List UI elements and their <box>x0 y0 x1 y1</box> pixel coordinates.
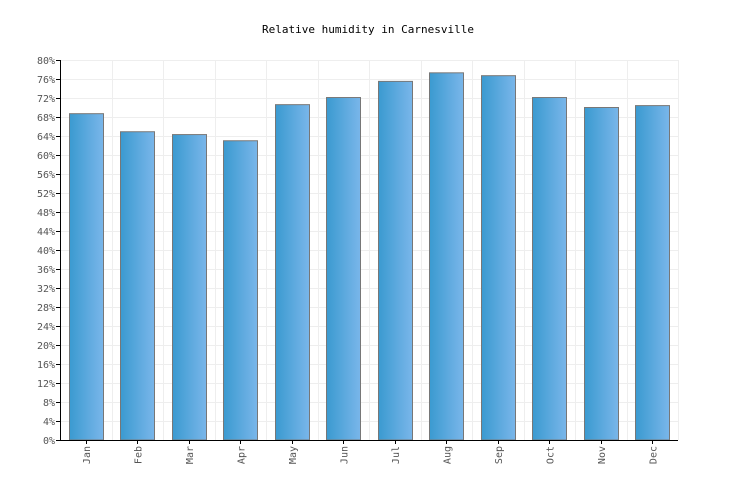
bar-jun <box>326 97 361 441</box>
y-tick-label: 64% <box>37 132 55 143</box>
y-tick-label: 28% <box>37 303 55 314</box>
y-tick-label: 8% <box>43 398 55 409</box>
y-tick-label: 32% <box>37 284 55 295</box>
bar-apr <box>223 140 258 441</box>
bar-oct <box>532 97 567 441</box>
bar-dec <box>635 105 670 441</box>
y-tick-label: 52% <box>37 189 55 200</box>
bar-feb <box>120 131 155 441</box>
y-tick-label: 4% <box>43 417 55 428</box>
bar-mar <box>172 134 207 441</box>
bar-sep <box>481 75 516 441</box>
y-tick-label: 56% <box>37 170 55 181</box>
y-tick-label: 48% <box>37 208 55 219</box>
x-tick-label: Jul <box>391 446 402 464</box>
bar-aug <box>429 72 464 441</box>
chart-title: Relative humidity in Carnesville <box>262 23 474 36</box>
y-tick-label: 80% <box>37 56 55 67</box>
x-tick-label: Jan <box>82 446 93 464</box>
y-tick-label: 36% <box>37 265 55 276</box>
bar-jan <box>69 113 104 441</box>
bar-may <box>275 104 310 441</box>
y-tick-label: 76% <box>37 75 55 86</box>
x-tick-label: Oct <box>545 446 556 464</box>
x-tick-label: Apr <box>236 446 247 464</box>
x-tick-label: Sep <box>494 446 505 464</box>
y-tick-label: 40% <box>37 246 55 257</box>
y-tick-label: 60% <box>37 151 55 162</box>
x-tick-label: Nov <box>597 446 608 464</box>
x-tick-label: Feb <box>133 446 144 464</box>
y-tick-label: 72% <box>37 94 55 105</box>
y-tick-label: 68% <box>37 113 55 124</box>
x-tick-label: Aug <box>442 446 453 464</box>
y-tick-label: 20% <box>37 341 55 352</box>
y-tick-label: 44% <box>37 227 55 238</box>
x-tick-label: Jun <box>339 446 350 464</box>
y-tick-label: 16% <box>37 360 55 371</box>
x-tick-label: May <box>288 446 299 464</box>
x-tick-label: Mar <box>185 446 196 464</box>
y-tick-label: 24% <box>37 322 55 333</box>
bar-nov <box>584 107 619 441</box>
y-tick-label: 0% <box>43 436 55 447</box>
x-tick-label: Dec <box>648 446 659 464</box>
bar-jul <box>378 80 413 441</box>
y-tick-label: 12% <box>37 379 55 390</box>
